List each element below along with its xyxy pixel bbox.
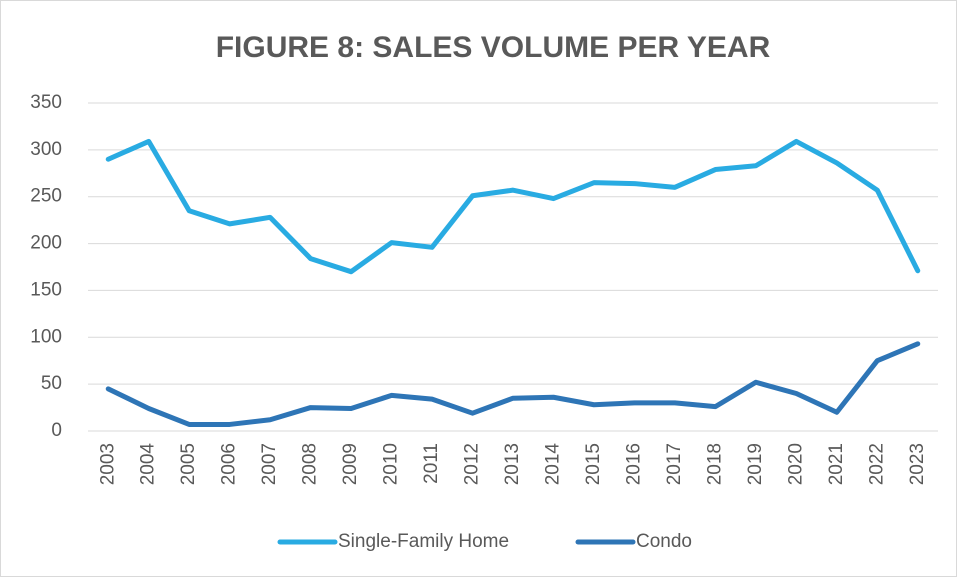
legend-label: Condo [636,531,692,552]
y-tick-label: 200 [30,233,62,254]
y-tick-label: 300 [30,139,62,160]
x-tick-label: 2005 [178,443,199,485]
legend-label: Single-Family Home [338,531,509,552]
y-tick-label: 250 [30,186,62,207]
x-tick-label: 2017 [664,443,685,485]
legend-item: Condo [575,531,692,552]
line-series [105,138,921,275]
x-tick-label: 2013 [502,443,523,485]
x-tick-label: 2020 [785,443,806,485]
y-tick-label: 150 [30,279,62,300]
x-tick-label: 2022 [866,443,887,485]
x-tick-label: 2010 [381,443,402,485]
x-tick-label: 2009 [340,443,361,485]
x-tick-label: 2019 [745,443,766,485]
legend-item: Single-Family Home [277,531,509,552]
x-tick-label: 2014 [542,443,563,486]
x-tick-label: 2003 [97,443,118,485]
x-tick-label: 2021 [826,443,847,485]
y-tick-label: 0 [51,420,62,441]
x-tick-label: 2007 [259,443,280,485]
x-tick-label: 2018 [704,443,725,485]
chart-title: FIGURE 8: SALES VOLUME PER YEAR [216,31,771,64]
x-tick-label: 2012 [462,443,483,485]
y-tick-label: 50 [41,373,62,394]
y-tick-label: 100 [30,326,62,347]
x-tick-label: 2006 [219,443,240,485]
x-tick-label: 2016 [623,443,644,485]
y-tick-label: 350 [30,92,62,113]
x-tick-label: 2015 [583,443,604,485]
x-tick-label: 2008 [300,443,321,485]
x-tick-label: 2023 [907,443,928,485]
x-tick-label: 2004 [138,443,159,486]
line-series [105,341,921,427]
x-tick-label: 2011 [421,443,442,484]
